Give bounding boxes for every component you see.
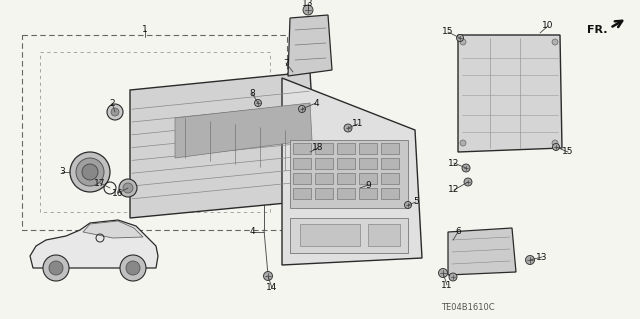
Text: 3: 3 [59,167,65,176]
Circle shape [82,164,98,180]
Text: 2: 2 [109,99,115,108]
Text: FR.: FR. [587,25,607,35]
Text: 12: 12 [448,159,460,167]
Bar [359,188,377,199]
Polygon shape [282,78,422,265]
Circle shape [255,100,262,107]
Bar [40,52,270,212]
Bar [368,224,400,246]
Circle shape [438,269,447,278]
Circle shape [107,104,123,120]
Circle shape [298,106,305,113]
Bar [337,188,355,199]
Circle shape [464,178,472,186]
Circle shape [264,271,273,280]
Bar [293,188,311,199]
Bar [359,158,377,169]
Polygon shape [288,15,332,76]
Text: 15: 15 [442,27,454,36]
Circle shape [49,261,63,275]
Circle shape [123,183,133,193]
Circle shape [126,261,140,275]
Circle shape [119,179,137,197]
Polygon shape [83,221,143,238]
Circle shape [525,256,534,264]
Circle shape [303,5,313,15]
Bar [293,143,311,154]
Polygon shape [130,72,318,218]
Circle shape [111,108,119,116]
Bar [315,143,333,154]
Circle shape [552,144,559,151]
Text: 17: 17 [94,179,106,188]
Bar [293,158,311,169]
Circle shape [460,39,466,45]
Text: 4: 4 [249,227,255,236]
Bar [22,35,287,230]
Text: 16: 16 [112,189,124,197]
Bar [381,158,399,169]
Text: 12: 12 [448,186,460,195]
Bar [293,173,311,184]
Text: 13: 13 [302,0,314,8]
Circle shape [460,140,466,146]
Circle shape [404,202,412,209]
Bar [337,173,355,184]
Circle shape [70,152,110,192]
Circle shape [449,273,457,281]
Bar [337,143,355,154]
Text: 11: 11 [441,280,452,290]
Text: 7: 7 [283,58,289,68]
Text: 10: 10 [542,21,554,31]
Bar [359,143,377,154]
Polygon shape [458,35,562,152]
Circle shape [43,255,69,281]
Bar [381,143,399,154]
Polygon shape [448,228,516,275]
Bar [315,158,333,169]
Circle shape [552,39,558,45]
Circle shape [552,140,558,146]
Text: TE04B1610C: TE04B1610C [441,303,495,313]
Text: 13: 13 [536,253,548,262]
Text: 18: 18 [312,144,324,152]
Text: 1: 1 [142,26,148,34]
Bar [381,188,399,199]
Text: 14: 14 [266,284,278,293]
Polygon shape [175,103,312,158]
Circle shape [344,124,352,132]
Text: 6: 6 [455,227,461,236]
Bar [337,158,355,169]
Bar [315,173,333,184]
Text: 8: 8 [249,88,255,98]
Bar [290,140,408,208]
Text: 4: 4 [313,99,319,108]
Bar [381,173,399,184]
Circle shape [76,158,104,186]
Polygon shape [30,220,158,268]
Circle shape [462,164,470,172]
Text: 5: 5 [413,197,419,206]
Text: 11: 11 [352,120,364,129]
Bar [315,188,333,199]
Circle shape [120,255,146,281]
Text: 15: 15 [563,147,573,157]
Circle shape [456,34,463,41]
Bar [290,218,408,253]
Bar [300,224,360,246]
Text: 9: 9 [365,181,371,189]
Bar [359,173,377,184]
